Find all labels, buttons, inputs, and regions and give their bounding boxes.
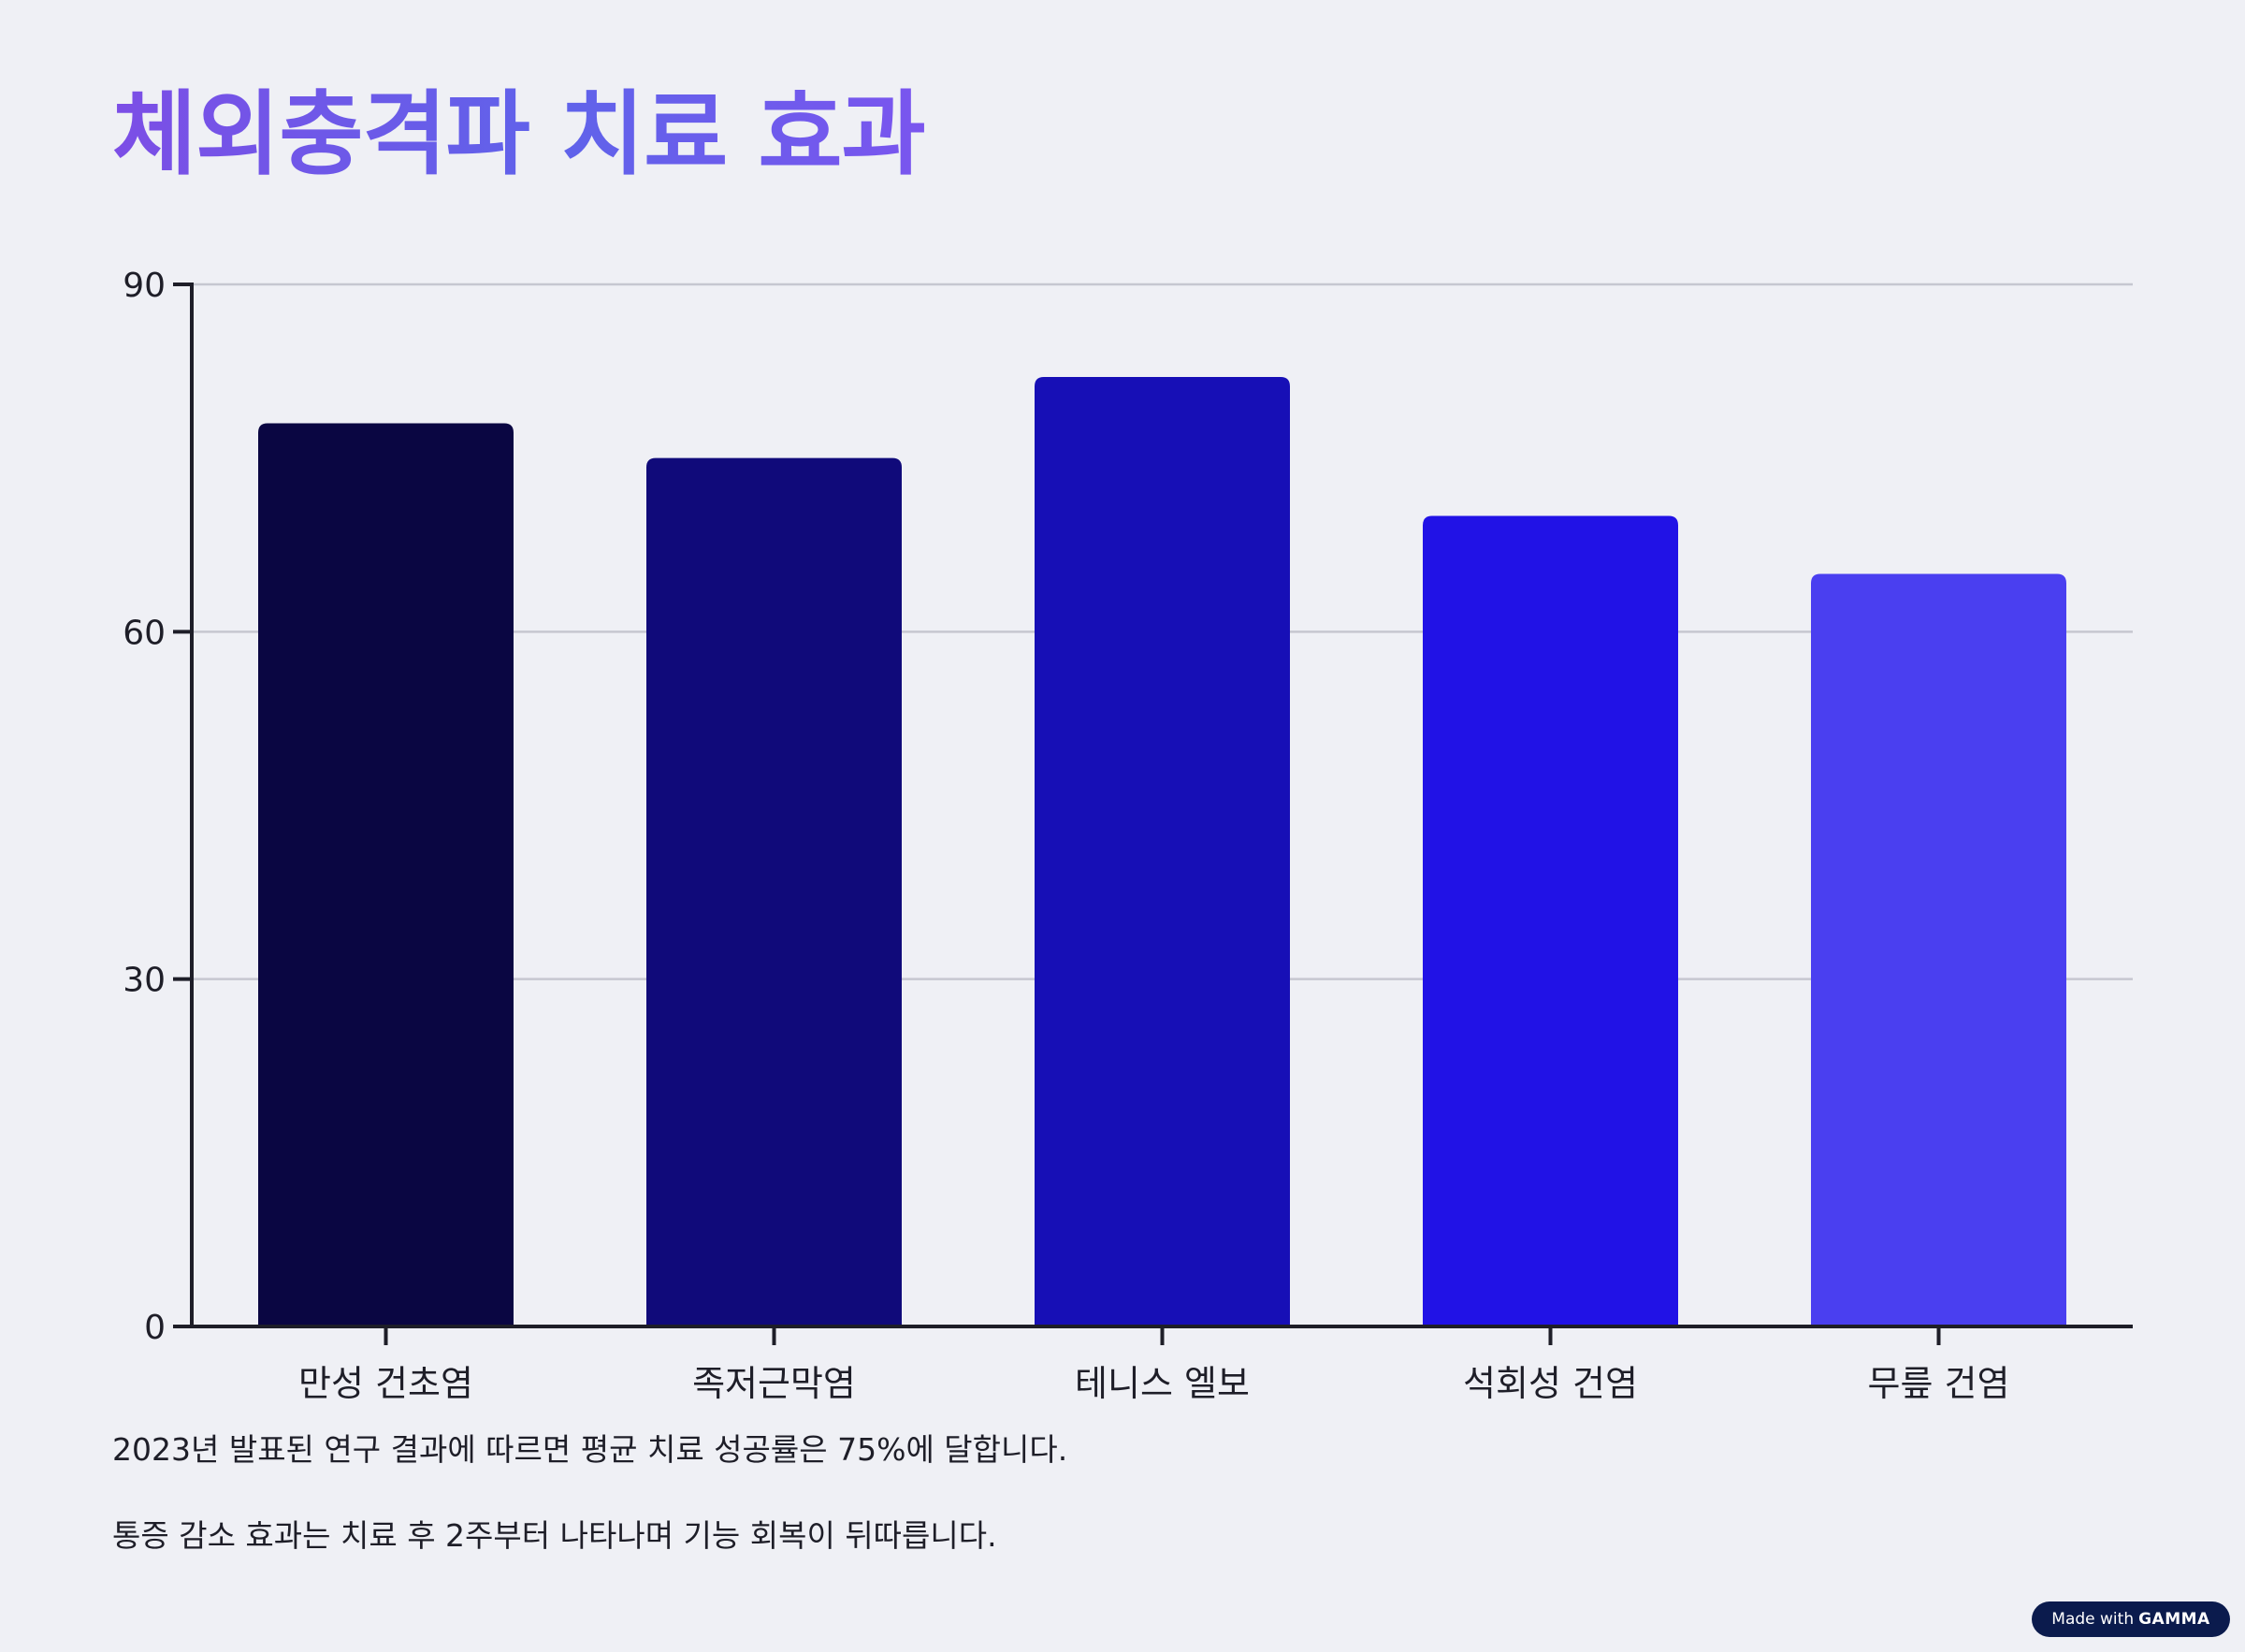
y-tick-label: 30 [123,962,166,1000]
x-tick-label: 족저근막염 [692,1363,856,1403]
x-tick-label: 무릎 건염 [1868,1363,2010,1403]
bar-5[interactable] [1811,573,2066,1326]
y-tick-label: 60 [123,614,166,652]
note-text-1: 2023년 발표된 연구 결과에 따르면 평균 치료 성공률은 75%에 달합니… [112,1431,1068,1468]
note-text-2: 통증 감소 효과는 치료 후 2주부터 나타나며 기능 회복이 뒤따릅니다. [112,1517,997,1554]
axes [173,283,2133,1345]
bar-3[interactable] [1035,377,1290,1326]
gamma-logo: GAMMA [2138,1610,2210,1629]
bars [258,377,2066,1327]
made-with-gamma-badge[interactable]: Made with GAMMA [2032,1601,2230,1637]
x-tick-label: 테니스 엘보 [1075,1363,1250,1403]
badge-made-with-text: Made with [2051,1610,2135,1629]
x-tick-label: 석회성 건염 [1463,1363,1638,1403]
x-tick-label: 만성 건초염 [298,1363,473,1403]
page-title: 체외충격파 치료 효과 [112,81,926,188]
bar-2[interactable] [646,457,902,1327]
y-tick-label: 90 [123,267,166,305]
bar-chart: 0 30 60 90 만성 건초염 족저근막염 테니스 엘보 석회성 건염 무릎 건염 [123,267,2133,1403]
bar-4[interactable] [1423,515,1678,1326]
tick-labels: 0 30 60 90 만성 건초염 족저근막염 테니스 엘보 석회성 건염 무릎 건염 [123,267,2009,1403]
y-tick-label: 0 [144,1309,166,1347]
bar-1[interactable] [258,423,514,1326]
